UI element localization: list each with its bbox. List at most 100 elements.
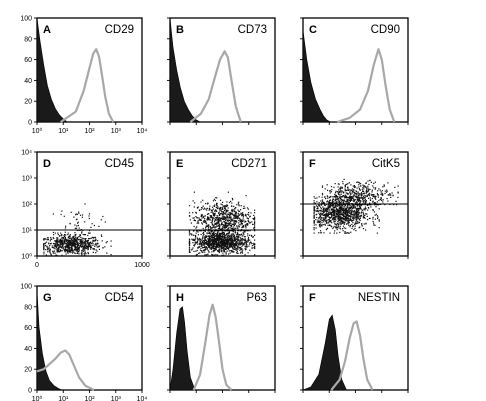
event-dot — [213, 233, 216, 235]
event-dot — [344, 205, 346, 207]
event-dot — [346, 232, 349, 234]
event-dot — [215, 217, 217, 219]
event-dot — [358, 218, 360, 220]
event-dot — [218, 214, 220, 216]
event-dot — [321, 186, 324, 188]
event-dot — [356, 193, 358, 195]
event-dot — [245, 242, 247, 244]
event-dot — [236, 221, 238, 223]
event-dot — [227, 207, 229, 209]
event-dot — [229, 216, 231, 218]
event-dot — [342, 191, 344, 193]
event-dot — [229, 219, 231, 221]
event-dot — [239, 217, 241, 219]
event-dot — [222, 252, 224, 254]
event-dot — [229, 241, 231, 244]
event-dot — [232, 248, 234, 250]
event-dot — [218, 248, 220, 251]
event-dot — [202, 227, 204, 230]
x-tick-label: 10⁴ — [137, 128, 148, 135]
event-dot — [335, 206, 337, 208]
event-dot — [226, 245, 228, 247]
event-dot — [227, 228, 229, 230]
event-dot — [49, 240, 51, 242]
event-dot — [328, 216, 330, 218]
event-dot — [210, 231, 212, 233]
event-dot — [241, 245, 243, 247]
event-dot — [334, 211, 336, 213]
x-tick-label: 10⁰ — [32, 127, 43, 135]
event-dot — [334, 221, 336, 223]
event-dot — [214, 223, 216, 225]
event-dot — [235, 215, 237, 217]
event-dot — [341, 201, 343, 203]
event-dot — [223, 233, 225, 235]
event-dot — [341, 217, 343, 219]
event-dot — [326, 208, 328, 210]
event-dot — [223, 224, 225, 226]
event-dot — [80, 236, 82, 238]
event-dot — [213, 242, 215, 245]
event-dot — [357, 204, 359, 206]
event-dot — [314, 210, 316, 212]
event-dot — [346, 213, 349, 215]
event-dot — [240, 246, 242, 249]
event-dot — [316, 206, 319, 208]
event-dot — [203, 249, 205, 251]
event-dot — [316, 197, 318, 199]
event-dot — [225, 226, 227, 228]
event-dot — [68, 251, 70, 253]
event-dot — [353, 185, 355, 187]
event-dot — [54, 242, 56, 245]
event-dot — [225, 246, 227, 248]
event-dot — [234, 207, 237, 209]
event-dot — [352, 194, 354, 196]
event-dot — [224, 230, 227, 232]
event-dot — [336, 205, 338, 207]
event-dot — [82, 242, 84, 244]
event-dot — [337, 211, 339, 213]
event-dot — [210, 240, 212, 242]
event-dot — [380, 197, 382, 199]
event-dot — [68, 243, 70, 245]
event-dot — [343, 214, 345, 216]
x-tick-label: 10⁰ — [32, 395, 43, 401]
event-dot — [189, 251, 191, 253]
event-dot — [354, 207, 356, 209]
event-dot — [361, 193, 363, 195]
event-dot — [197, 239, 199, 241]
event-dot — [345, 211, 347, 213]
event-dot — [224, 243, 226, 245]
event-dot — [331, 215, 333, 217]
event-dot — [328, 201, 330, 203]
event-dot — [194, 220, 196, 222]
event-dot — [329, 218, 331, 220]
event-dot — [339, 190, 341, 193]
event-dot — [229, 235, 231, 237]
event-dot — [211, 246, 213, 248]
event-dot — [228, 223, 230, 225]
event-dot — [339, 228, 342, 230]
y-tick-label: 10⁰ — [21, 253, 32, 261]
event-dot — [243, 236, 246, 238]
event-dot — [352, 225, 354, 227]
event-dot — [334, 202, 336, 204]
event-dot — [77, 239, 80, 241]
event-dot — [347, 188, 349, 190]
event-dot — [332, 209, 334, 211]
event-dot — [64, 236, 66, 238]
event-dot — [341, 205, 343, 207]
event-dot — [95, 252, 97, 254]
event-dot — [323, 221, 325, 223]
event-dot — [84, 239, 86, 241]
event-dot — [75, 237, 77, 239]
event-dot — [344, 204, 346, 206]
event-dot — [324, 208, 326, 210]
event-dot — [98, 245, 100, 247]
event-dot — [68, 243, 71, 245]
event-dot — [216, 222, 218, 224]
event-dot — [313, 217, 315, 219]
event-dot — [359, 193, 361, 195]
event-dot — [240, 222, 242, 224]
event-dot — [232, 251, 235, 253]
